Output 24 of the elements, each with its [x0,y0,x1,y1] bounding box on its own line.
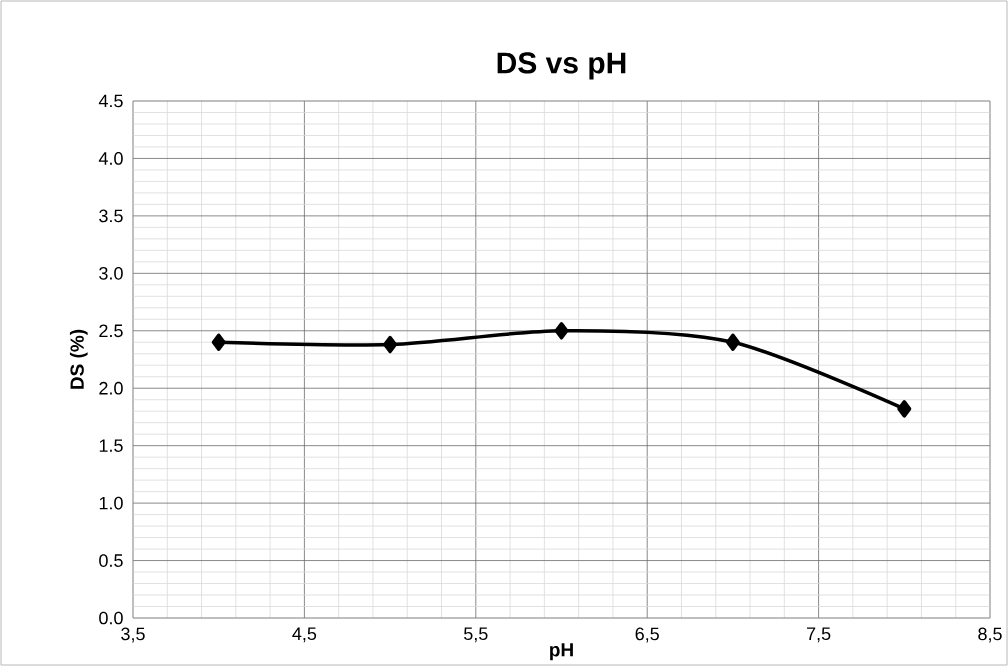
y-tick-label: 4.0 [98,152,123,165]
y-tick-label: 1.0 [99,496,123,510]
y-tick-label: 3.5 [99,209,123,223]
point [725,333,740,352]
x-tick-label: 4,5 [292,627,317,643]
y-tick-label: 2.0 [99,381,123,395]
x-axis-title: pH [550,643,573,661]
x-tick-label: 8,5 [978,627,1002,643]
x-tick-label: 7,5 [807,627,831,643]
point [383,335,398,354]
chart-title: DS vs pH [497,52,626,80]
y-tick-label: 0.5 [99,554,123,567]
point [897,400,912,418]
x-tick-label: 5,5 [464,627,488,643]
x-tick-label: 3,5 [121,627,145,643]
y-tick-label: 4.5 [98,94,123,108]
y-tick-label: 0.0 [99,611,123,625]
y-tick-label: 2.5 [99,324,123,338]
point [554,322,569,340]
y-tick-label: 1.5 [99,439,123,452]
y-tick-label: 3.0 [99,266,123,280]
y-axis-title: DS (%) [69,329,88,389]
point [211,333,226,352]
x-tick-label: 6,5 [635,627,659,643]
